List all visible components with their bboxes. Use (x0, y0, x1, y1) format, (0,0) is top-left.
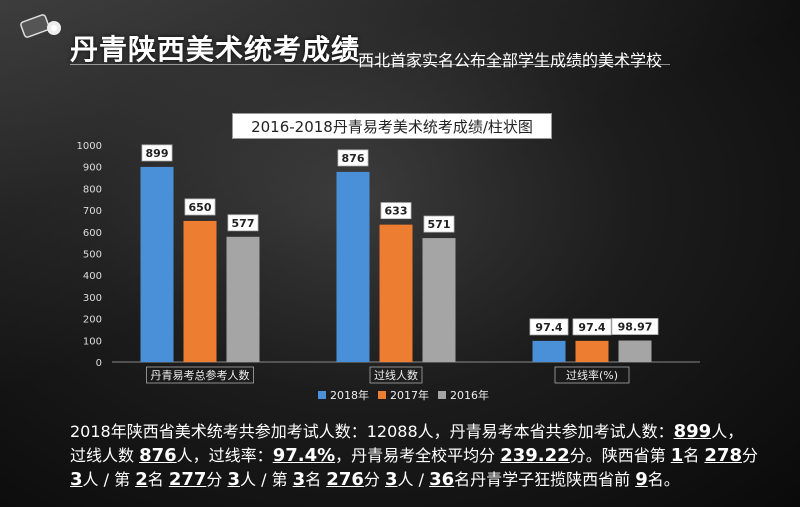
summary-text-segment: 过线人数 (70, 446, 140, 465)
y-tick-label: 300 (83, 293, 102, 304)
data-label: 899 (146, 147, 169, 160)
summary-text-segment: 名丹青学子狂揽陕西省前 (454, 470, 636, 489)
page-subtitle: 西北首家实名公布全部学生成绩的美术学校 (358, 51, 663, 70)
data-label-box (572, 318, 612, 336)
summary-highlight: 3 (70, 469, 83, 490)
summary-highlight: 3 (292, 469, 306, 490)
data-label: 98.97 (618, 321, 653, 334)
summary-text-segment: 2018年陕西省美术统考共参加考试人数：12088人，丹青易考本省共参加考试人数… (70, 422, 674, 441)
summary-text-segment: 名。 (647, 470, 680, 489)
legend-label: 2017年 (390, 388, 429, 402)
chart-title: 2016-2018丹青易考美术统考成绩/柱状图 (232, 113, 552, 139)
summary-text-segment: 分 (742, 446, 759, 465)
data-label-box (380, 202, 412, 220)
y-tick-label: 600 (83, 228, 102, 239)
y-tick-label: 500 (83, 250, 102, 261)
bar (422, 238, 456, 362)
legend-swatch (438, 391, 446, 399)
data-label-box (423, 215, 455, 233)
summary-text-segment: 人 / (397, 470, 430, 489)
category-label-box (369, 366, 423, 384)
y-tick-label: 0 (96, 358, 102, 369)
data-label: 577 (232, 217, 255, 230)
category-label: 过线率(%) (566, 368, 618, 382)
data-label-box (611, 318, 659, 335)
summary-highlight: 876 (139, 445, 177, 466)
bar (183, 220, 217, 362)
summary-line-2: 过线人数 876人，过线率：97.4%，丹青易考全校平均分 239.22分。陕西… (70, 444, 770, 468)
summary-highlight: 2 (135, 469, 148, 490)
data-label-box (184, 198, 216, 216)
bar (618, 340, 652, 362)
summary-text-segment: 人 / 第 (240, 470, 293, 489)
summary-text-segment: 名 (305, 470, 327, 489)
y-tick-label: 700 (83, 206, 102, 217)
title-underline (70, 64, 670, 65)
page-title: 丹青陕西美术统考成绩 (70, 33, 361, 66)
summary-highlight: 277 (168, 469, 207, 490)
summary-text-segment: 名 (683, 446, 705, 465)
summary-text-segment: 分 (206, 470, 228, 489)
data-label-box (227, 214, 259, 232)
summary-highlight: 97.4% (272, 445, 336, 466)
bar (379, 224, 413, 362)
category-label-box (554, 366, 630, 384)
bar (226, 236, 260, 362)
bar (575, 340, 609, 362)
summary-text-segment: 分 (363, 470, 385, 489)
summary-text-segment: 名 (147, 470, 169, 489)
data-label: 650 (189, 201, 212, 214)
data-label-box (529, 318, 569, 336)
summary-text-segment: 分。陕西省第 (569, 446, 671, 465)
data-label: 876 (342, 152, 365, 165)
spotlight-icon (20, 14, 61, 38)
summary-text-segment: ，丹青易考全校平均分 (335, 446, 501, 465)
summary-line-3: 3人 / 第 2名 277分 3人 / 第 3名 276分 3人 / 36名丹青… (70, 468, 770, 492)
title-slash-divider (339, 37, 355, 63)
category-label: 过线人数 (374, 368, 418, 382)
legend-label: 2016年 (450, 388, 489, 402)
legend-label: 2018年 (330, 388, 369, 402)
summary-text: 2018年陕西省美术统考共参加考试人数：12088人，丹青易考本省共参加考试人数… (70, 420, 770, 492)
summary-highlight: 3 (227, 469, 241, 490)
y-tick-label: 800 (83, 184, 102, 195)
legend-swatch (318, 391, 326, 399)
data-label: 97.4 (535, 321, 562, 334)
legend-swatch (378, 391, 386, 399)
summary-line-1: 2018年陕西省美术统考共参加考试人数：12088人，丹青易考本省共参加考试人数… (70, 420, 770, 444)
summary-highlight: 1 (670, 445, 684, 466)
summary-highlight: 9 (635, 469, 648, 490)
summary-text-segment: 人， (711, 422, 744, 441)
category-label-box (146, 366, 254, 384)
data-label: 97.4 (578, 321, 605, 334)
summary-highlight: 276 (326, 469, 364, 490)
y-tick-label: 200 (83, 315, 102, 326)
y-tick-label: 1000 (77, 141, 102, 152)
y-tick-label: 400 (83, 271, 102, 282)
data-label-box (141, 144, 173, 162)
data-label-box (337, 149, 369, 167)
summary-text-segment: 人 / 第 (82, 470, 136, 489)
category-label: 丹青易考总参考人数 (151, 368, 250, 382)
summary-highlight: 899 (673, 421, 712, 442)
data-label: 633 (385, 205, 408, 218)
summary-highlight: 278 (704, 445, 742, 466)
y-tick-label: 900 (83, 163, 102, 174)
bar (532, 340, 566, 362)
summary-highlight: 239.22 (500, 445, 570, 466)
bar (336, 171, 370, 362)
y-tick-label: 100 (83, 336, 102, 347)
summary-highlight: 36 (429, 469, 455, 490)
bar (140, 166, 174, 362)
summary-highlight: 3 (384, 469, 398, 490)
summary-text-segment: 人，过线率： (176, 446, 273, 465)
data-label: 571 (428, 218, 451, 231)
